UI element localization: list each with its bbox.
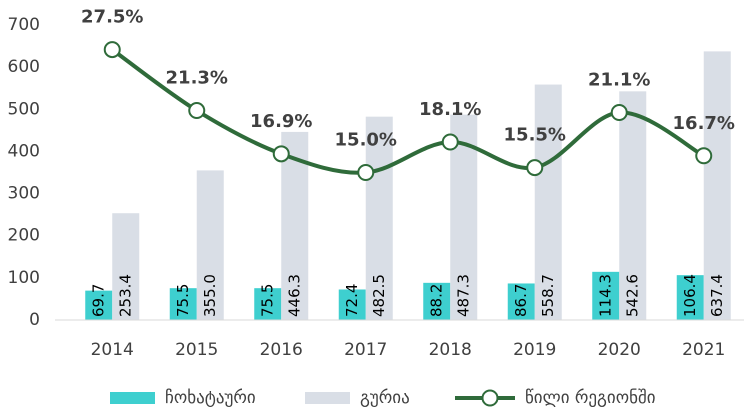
line-marker xyxy=(357,164,375,181)
line-value-label: 21.3% xyxy=(166,68,228,89)
bar xyxy=(338,289,366,320)
bar xyxy=(423,282,451,320)
line-marker xyxy=(610,104,628,122)
bar xyxy=(703,51,731,320)
line-value-label: 16.7% xyxy=(673,113,735,134)
line-marker xyxy=(441,133,459,151)
bar-value-label: 75.5 xyxy=(258,284,276,317)
bar xyxy=(534,84,562,321)
bar xyxy=(592,271,620,320)
bar-value-label: 69.7 xyxy=(89,284,107,317)
line-marker xyxy=(526,159,544,177)
x-tick-label: 2015 xyxy=(175,340,218,360)
line-marker xyxy=(272,145,290,163)
line-value-label: 16.9% xyxy=(250,111,312,132)
bar-value-label: 482.5 xyxy=(370,274,388,317)
bar-value-label: 86.7 xyxy=(512,284,530,317)
bar-value-label: 542.6 xyxy=(623,274,641,317)
line-marker xyxy=(103,41,121,59)
bar-value-label: 106.4 xyxy=(681,274,699,317)
bar xyxy=(507,283,535,320)
bar-value-label: 75.5 xyxy=(174,284,192,317)
bar xyxy=(196,170,224,320)
bar-value-label: 637.4 xyxy=(708,274,726,317)
y-tick-label: 200 xyxy=(8,226,40,246)
y-tick-label: 400 xyxy=(8,141,40,161)
y-tick-label: 0 xyxy=(29,310,40,330)
line-marker xyxy=(695,147,713,165)
x-tick-label: 2020 xyxy=(598,340,641,360)
x-tick-label: 2014 xyxy=(91,340,134,360)
bar xyxy=(619,91,647,320)
legend-label: გურია xyxy=(360,388,410,408)
line-value-label: 15.0% xyxy=(335,130,397,151)
line-value-label: 18.1% xyxy=(419,99,481,120)
legend-swatch xyxy=(110,392,155,404)
x-tick-label: 2018 xyxy=(429,340,472,360)
bar xyxy=(676,275,704,320)
y-tick-label: 300 xyxy=(8,184,40,204)
bar-value-label: 355.0 xyxy=(201,274,219,317)
legend-label: ჩოხატაური xyxy=(165,388,256,408)
bar xyxy=(112,213,140,320)
x-tick-label: 2021 xyxy=(682,340,725,360)
y-tick-label: 700 xyxy=(8,15,40,35)
line-marker xyxy=(188,102,206,120)
bar-value-label: 558.7 xyxy=(539,274,557,317)
x-tick-label: 2016 xyxy=(260,340,303,360)
bar xyxy=(169,288,197,320)
bar xyxy=(365,116,393,321)
legend-swatch xyxy=(305,392,350,404)
legend-label: წილი რეგიონში xyxy=(525,388,656,408)
bar-value-label: 72.4 xyxy=(343,284,361,317)
x-tick-label: 2017 xyxy=(344,340,387,360)
bar-value-label: 88.2 xyxy=(427,284,445,317)
y-tick-label: 500 xyxy=(8,99,40,119)
legend-marker xyxy=(481,389,499,407)
bar-value-label: 114.3 xyxy=(596,274,614,317)
bar xyxy=(254,288,282,320)
bar-value-label: 253.4 xyxy=(116,274,134,317)
line-value-label: 21.1% xyxy=(588,70,650,91)
bar-value-label: 446.3 xyxy=(285,274,303,317)
bar xyxy=(85,290,113,320)
bar-value-label: 487.3 xyxy=(454,274,472,317)
line-value-label: 15.5% xyxy=(504,125,566,146)
x-tick-label: 2019 xyxy=(513,340,556,360)
y-tick-label: 600 xyxy=(8,57,40,77)
line-value-label: 27.5% xyxy=(81,7,143,28)
y-tick-label: 100 xyxy=(8,268,40,288)
